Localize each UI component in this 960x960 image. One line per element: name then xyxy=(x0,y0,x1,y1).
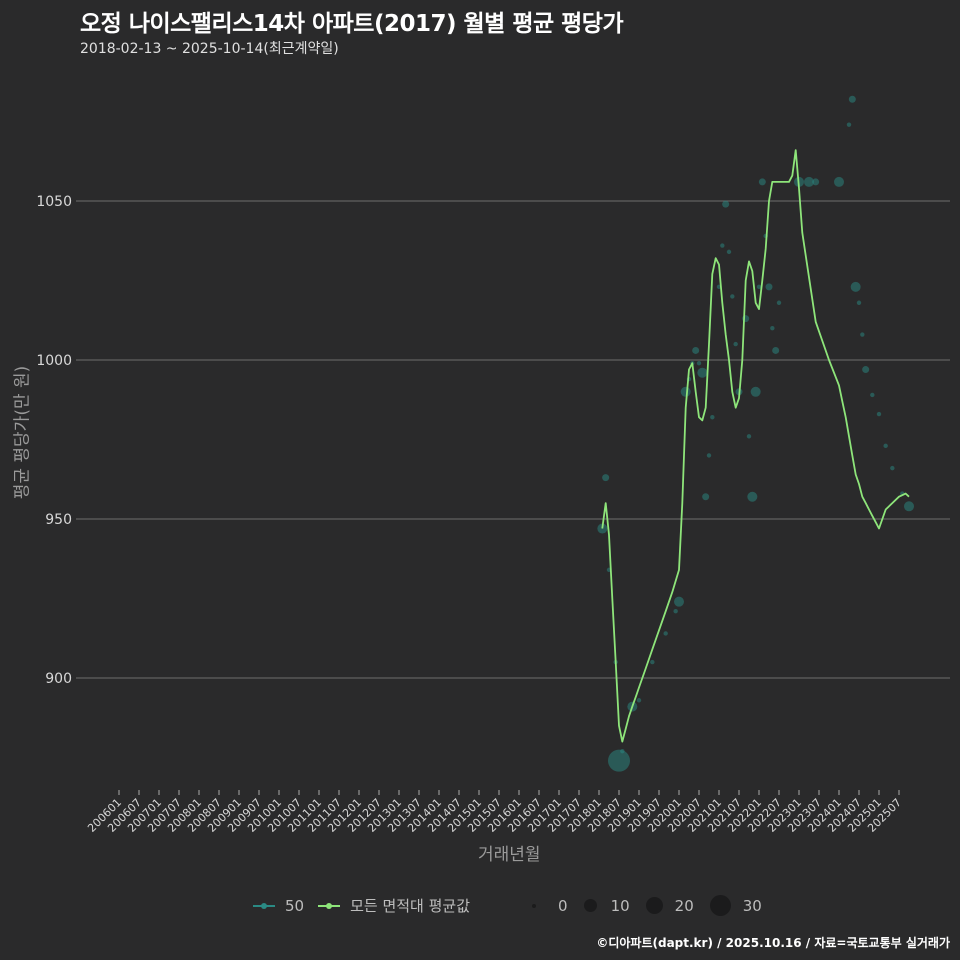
data-point xyxy=(870,392,875,398)
data-point xyxy=(720,243,725,248)
size-legend-item: 10 xyxy=(578,897,630,915)
data-point xyxy=(747,491,758,502)
data-point xyxy=(770,326,775,331)
footer-credit: ©디아파트(dapt.kr) / 2025.10.16 / 자료=국토교통부 실… xyxy=(596,936,950,950)
size-label: 0 xyxy=(558,896,568,915)
size-dot-icon xyxy=(645,897,663,914)
data-point xyxy=(812,178,820,186)
data-point xyxy=(702,493,710,501)
data-point xyxy=(846,122,852,127)
data-point xyxy=(706,453,712,458)
data-point xyxy=(650,659,655,665)
size-dot-icon xyxy=(583,899,597,912)
y-tick-label: 1050 xyxy=(36,194,72,210)
size-label: 20 xyxy=(674,896,694,915)
data-point xyxy=(692,346,700,354)
size-label: 30 xyxy=(742,896,762,915)
y-tick-label: 1000 xyxy=(36,353,72,369)
data-point xyxy=(697,367,708,378)
y-tick-label: 950 xyxy=(45,512,72,528)
data-point xyxy=(876,411,882,417)
data-point xyxy=(673,609,678,614)
data-point xyxy=(730,294,735,299)
legend-label: 50 xyxy=(285,896,305,915)
data-point xyxy=(733,341,738,347)
size-dot-icon xyxy=(532,903,537,908)
legend-item-50[interactable]: 50 xyxy=(253,897,304,915)
data-point xyxy=(848,95,856,103)
data-point xyxy=(746,434,752,439)
data-point xyxy=(663,631,668,636)
size-legend: 0 10 20 30 xyxy=(522,895,772,916)
x-axis-label: 거래년월 xyxy=(478,845,541,865)
data-point xyxy=(804,176,814,187)
data-point xyxy=(710,415,715,420)
average-line xyxy=(601,149,910,743)
size-legend-item: 20 xyxy=(640,897,694,915)
legend: 50 모든 면적대 평균값 0 10 20 30 xyxy=(253,895,772,916)
data-point xyxy=(860,332,865,337)
size-dot-icon xyxy=(709,895,731,916)
legend-item-average[interactable]: 모든 면적대 평균값 xyxy=(318,895,470,916)
data-point xyxy=(597,523,608,534)
size-legend-item: 0 xyxy=(522,897,568,915)
data-point xyxy=(696,360,702,366)
data-point xyxy=(756,284,762,290)
size-label: 10 xyxy=(610,896,630,915)
y-tick-label: 900 xyxy=(45,671,72,687)
data-point xyxy=(883,443,888,449)
data-point xyxy=(834,176,844,187)
legend-key-icon xyxy=(253,900,275,912)
legend-label: 모든 면적대 평균값 xyxy=(350,897,471,915)
data-point xyxy=(602,474,610,482)
data-point xyxy=(680,386,691,397)
data-point xyxy=(850,281,861,292)
data-point xyxy=(636,698,642,703)
data-point xyxy=(856,300,862,305)
data-point xyxy=(765,283,773,291)
data-point xyxy=(758,178,766,186)
data-point xyxy=(772,346,780,354)
size-legend-item: 30 xyxy=(704,895,762,916)
data-point xyxy=(726,249,732,255)
data-point xyxy=(862,366,870,374)
data-point xyxy=(674,596,684,607)
data-point xyxy=(904,501,914,512)
chart-subtitle: 2018-02-13 ~ 2025-10-14(최근계약일) xyxy=(80,41,339,57)
legend-key-icon xyxy=(318,900,341,912)
data-point xyxy=(890,465,895,471)
data-point xyxy=(750,386,761,397)
chart-title: 오정 나이스팰리스14차 아파트(2017) 월별 평균 평당가 xyxy=(80,11,624,37)
data-point xyxy=(776,300,782,305)
y-axis-label: 평균 평당가(만 원) xyxy=(12,365,33,500)
data-point xyxy=(608,749,630,772)
data-point xyxy=(722,200,730,208)
